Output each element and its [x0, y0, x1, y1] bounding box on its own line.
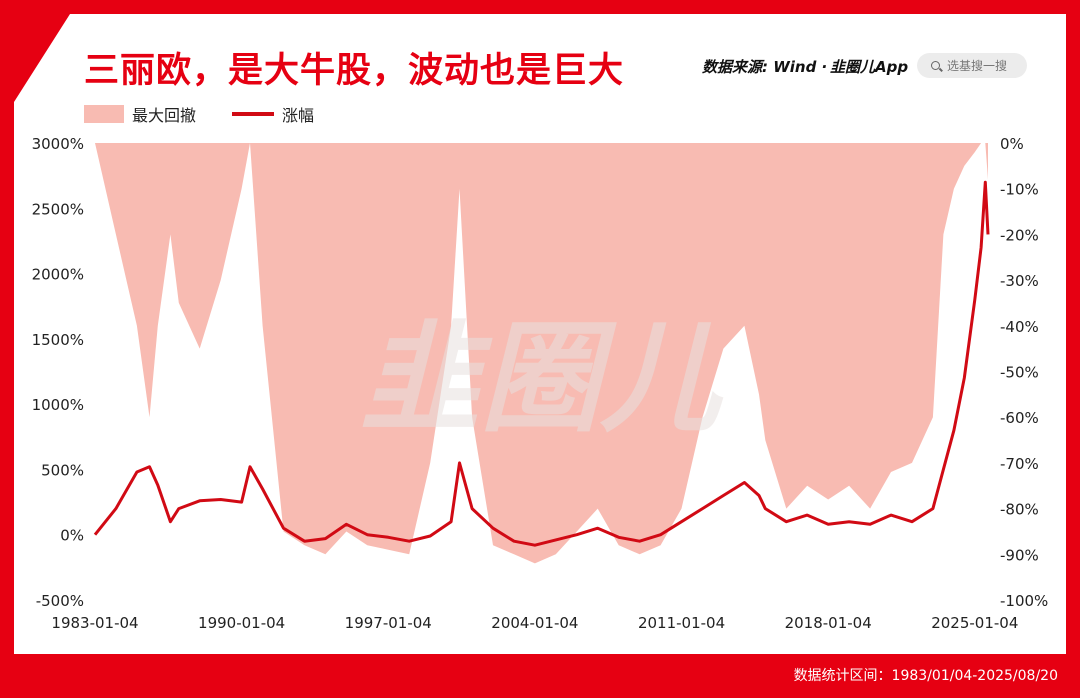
- legend-item-drawdown: 最大回撤: [84, 102, 196, 126]
- y-right-tick-label: -50%: [1000, 364, 1039, 382]
- y-right-tick-label: -20%: [1000, 226, 1039, 244]
- chart-legend: 最大回撤 涨幅: [84, 102, 314, 126]
- legend-label-return: 涨幅: [282, 106, 315, 125]
- y-right-tick-label: -70%: [1000, 455, 1039, 473]
- x-tick-label: 1983-01-04: [51, 614, 138, 632]
- legend-label-drawdown: 最大回撤: [132, 106, 197, 125]
- page-title: 三丽欧，是大牛股，波动也是巨大: [84, 51, 625, 91]
- y-right-tick-label: -10%: [1000, 181, 1039, 199]
- date-range-footer: 数据统计区间：1983/01/04-2025/08/20: [793, 668, 1058, 684]
- search-placeholder: 选基搜一搜: [947, 59, 1008, 73]
- y-left-tick-label: 2500%: [32, 200, 84, 218]
- y-right-tick-label: -90%: [1000, 546, 1039, 564]
- return-line: [93, 180, 990, 547]
- y-left-tick-label: 3000%: [32, 135, 84, 153]
- drawdown-area: [95, 143, 988, 564]
- corner-accent: [14, 14, 70, 102]
- y-right-tick-label: 0%: [1000, 135, 1024, 153]
- search-box[interactable]: 选基搜一搜: [917, 53, 1027, 78]
- x-tick-label: 2004-01-04: [491, 614, 578, 632]
- y-right-tick-label: -80%: [1000, 501, 1039, 519]
- y-right-tick-label: -100%: [1000, 592, 1048, 610]
- y-right-tick-label: -40%: [1000, 318, 1039, 336]
- y-left-tick-label: 2000%: [32, 266, 84, 284]
- y-left-tick-label: -500%: [36, 592, 84, 610]
- x-tick-label: 2011-01-04: [638, 614, 725, 632]
- y-right-tick-label: -30%: [1000, 272, 1039, 290]
- legend-swatch-line: [232, 112, 275, 116]
- x-tick-label: 1997-01-04: [345, 614, 432, 632]
- x-tick-label: 2018-01-04: [785, 614, 872, 632]
- x-tick-label: 1990-01-04: [198, 614, 285, 632]
- search-icon: [931, 60, 943, 72]
- data-source-label: 数据来源: Wind ·: [702, 58, 828, 76]
- y-left-tick-label: 500%: [41, 461, 84, 479]
- legend-item-return: 涨幅: [232, 102, 314, 126]
- watermark-text: 韭圈儿: [360, 310, 724, 449]
- legend-swatch-area: [84, 105, 124, 123]
- y-left-tick-label: 0%: [60, 527, 84, 545]
- brand-logo-text: 韭圈儿App: [830, 58, 909, 76]
- x-tick-label: 2025-01-04: [931, 614, 1018, 632]
- y-right-tick-label: -60%: [1000, 409, 1039, 427]
- y-left-tick-label: 1000%: [32, 396, 84, 414]
- y-left-tick-label: 1500%: [32, 331, 84, 349]
